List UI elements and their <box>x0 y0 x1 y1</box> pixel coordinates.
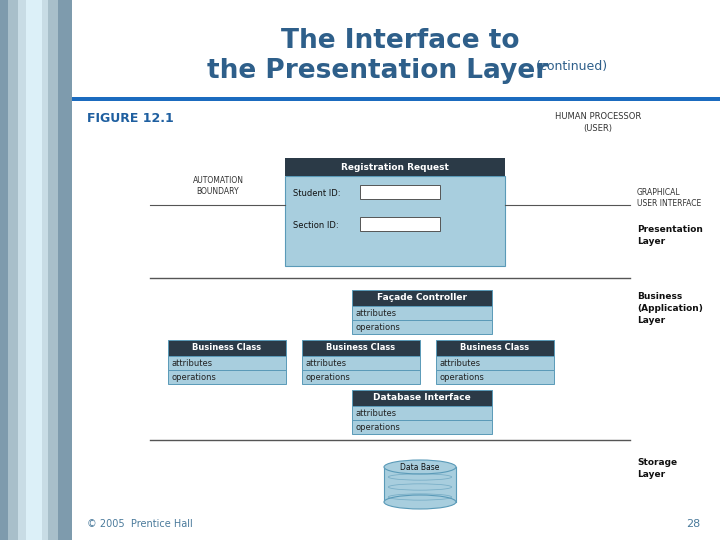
Bar <box>352 406 492 420</box>
Text: the Presentation Layer: the Presentation Layer <box>207 58 549 84</box>
Bar <box>384 467 456 502</box>
Bar <box>302 340 420 356</box>
Text: AUTOMATION
BOUNDARY: AUTOMATION BOUNDARY <box>192 176 243 196</box>
Text: Database Interface: Database Interface <box>373 394 471 402</box>
Bar <box>352 306 492 320</box>
Text: (continued): (continued) <box>536 60 608 73</box>
Text: Business
(Application)
Layer: Business (Application) Layer <box>637 292 703 325</box>
Text: Presentation
Layer: Presentation Layer <box>637 225 703 246</box>
Ellipse shape <box>384 460 456 474</box>
Text: attributes: attributes <box>356 308 397 318</box>
Text: Storage
Layer: Storage Layer <box>637 458 677 479</box>
Text: Section ID:: Section ID: <box>293 221 338 231</box>
Text: © 2005  Prentice Hall: © 2005 Prentice Hall <box>87 519 193 529</box>
Text: 28: 28 <box>685 519 700 529</box>
Bar <box>168 356 286 370</box>
Text: Data Base: Data Base <box>400 462 440 471</box>
Text: operations: operations <box>356 322 401 332</box>
Bar <box>352 390 492 406</box>
Text: Registration Request: Registration Request <box>341 163 449 172</box>
Bar <box>285 158 505 176</box>
Text: attributes: attributes <box>440 359 481 368</box>
Bar <box>72 97 720 101</box>
Text: The Interface to: The Interface to <box>281 28 519 54</box>
Bar <box>302 370 420 384</box>
Ellipse shape <box>384 495 456 509</box>
Text: attributes: attributes <box>356 408 397 417</box>
Text: Façade Controller: Façade Controller <box>377 294 467 302</box>
Bar <box>360 217 440 231</box>
Bar <box>168 340 286 356</box>
Bar <box>18 0 48 540</box>
Text: operations: operations <box>306 373 351 381</box>
Bar <box>352 420 492 434</box>
Bar <box>352 320 492 334</box>
Bar <box>352 290 492 306</box>
Text: HUMAN PROCESSOR
(USER): HUMAN PROCESSOR (USER) <box>555 112 641 133</box>
Bar <box>360 185 440 199</box>
Text: Business Class: Business Class <box>192 343 261 353</box>
Text: attributes: attributes <box>172 359 213 368</box>
Bar <box>436 370 554 384</box>
Text: Business Class: Business Class <box>460 343 530 353</box>
Text: GRAPHICAL
USER INTERFACE: GRAPHICAL USER INTERFACE <box>637 188 701 208</box>
Bar <box>8 0 58 540</box>
Text: Business Class: Business Class <box>326 343 395 353</box>
Text: FIGURE 12.1: FIGURE 12.1 <box>87 112 174 125</box>
Bar <box>0 0 72 540</box>
Text: operations: operations <box>356 422 401 431</box>
Text: operations: operations <box>172 373 217 381</box>
Bar <box>436 356 554 370</box>
Text: attributes: attributes <box>306 359 347 368</box>
Text: operations: operations <box>440 373 485 381</box>
Bar <box>285 176 505 266</box>
Bar <box>168 370 286 384</box>
Text: Student ID:: Student ID: <box>293 190 341 199</box>
Bar <box>302 356 420 370</box>
Bar <box>436 340 554 356</box>
Bar <box>26 0 42 540</box>
